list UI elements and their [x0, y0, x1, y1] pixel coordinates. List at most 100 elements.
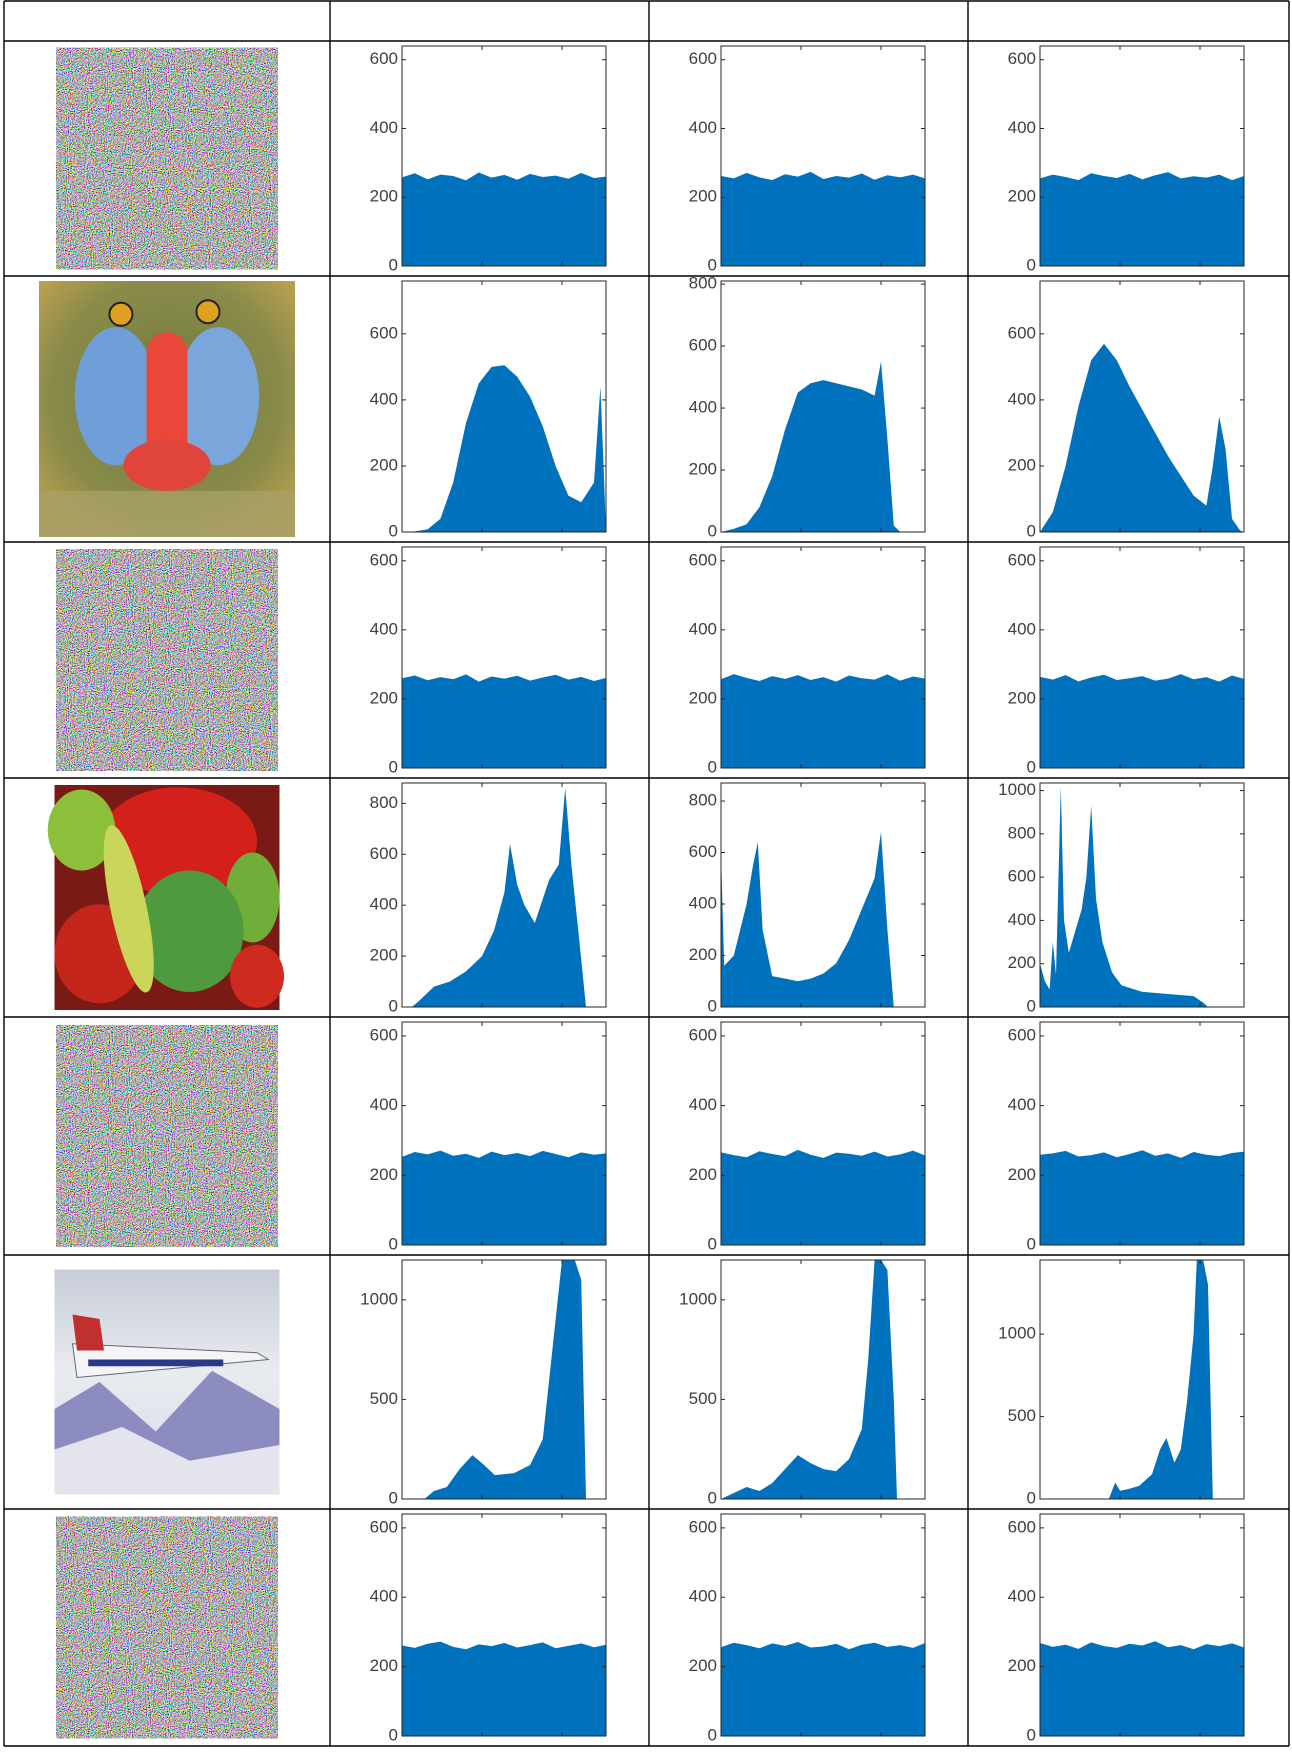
- y-tick-label: 400: [1008, 118, 1036, 137]
- histogram-area: [721, 361, 925, 532]
- pepper: [103, 825, 154, 993]
- histogram: 0 200 400 600: [370, 546, 607, 776]
- y-tick-label: 500: [1008, 1406, 1036, 1425]
- histogram-area: [402, 365, 606, 532]
- y-tick-label: 400: [370, 118, 398, 137]
- y-tick-label: 600: [370, 1517, 398, 1536]
- y-tick-label: 200: [689, 945, 717, 964]
- y-tick-label: 600: [370, 323, 398, 342]
- y-tick-label: 600: [1008, 1517, 1036, 1536]
- axes-box: [401, 45, 607, 267]
- y-tick-label: 200: [370, 688, 398, 707]
- axes-box: [720, 1021, 926, 1246]
- y-tick-label: 600: [1008, 49, 1036, 68]
- y-tick-label: 0: [389, 1488, 398, 1507]
- y-tick-label: 200: [1008, 688, 1036, 707]
- histogram: 0 200 400 600: [370, 45, 607, 274]
- pepper: [47, 789, 116, 871]
- axes-box: [1039, 1021, 1245, 1246]
- y-tick-label: 0: [389, 996, 398, 1015]
- y-tick-label: 0: [708, 996, 717, 1015]
- y-tick-label: 0: [1027, 757, 1036, 776]
- histogram: 0 200 400 600: [1008, 1513, 1245, 1744]
- pepper: [135, 870, 244, 992]
- noise-image: [56, 1025, 278, 1247]
- axes-box: [720, 1513, 926, 1737]
- noise-image: [56, 1516, 278, 1739]
- y-tick-label: 400: [689, 398, 717, 417]
- histogram: 0 200 400 600: [370, 280, 607, 540]
- histogram-area: [1040, 1150, 1244, 1245]
- y-tick-label: 0: [1027, 1725, 1036, 1744]
- y-tick-label: 200: [370, 1165, 398, 1184]
- histogram-area: [402, 674, 606, 768]
- cheek: [74, 327, 157, 466]
- axes-box: [720, 1259, 926, 1500]
- noise-pixels: [56, 47, 278, 270]
- histogram: 0 500 1000: [679, 1259, 926, 1507]
- plane-stripe: [88, 1359, 224, 1367]
- y-tick-label: 200: [370, 1656, 398, 1675]
- beard: [39, 490, 295, 537]
- y-tick-label: 400: [370, 1587, 398, 1606]
- y-tick-label: 600: [370, 844, 398, 863]
- histogram-area: [402, 1641, 606, 1736]
- histogram-area: [1040, 786, 1244, 1007]
- y-tick-label: 400: [689, 893, 717, 912]
- histogram-area: [721, 1641, 925, 1736]
- noise-image: [56, 47, 278, 270]
- pepper: [99, 787, 257, 896]
- noise-image: [56, 549, 278, 771]
- axes-box: [401, 782, 607, 1008]
- noise-pixels: [56, 1516, 278, 1739]
- y-tick-label: 400: [689, 1587, 717, 1606]
- axes-box: [1039, 546, 1245, 769]
- y-tick-label: 0: [389, 255, 398, 274]
- y-tick-label: 200: [1008, 1656, 1036, 1675]
- y-tick-label: 400: [1008, 910, 1036, 929]
- y-tick-label: 800: [689, 274, 717, 293]
- histogram: 0 200 400 600 800: [370, 782, 607, 1015]
- y-tick-label: 400: [370, 389, 398, 408]
- muzzle: [123, 439, 211, 491]
- histogram: 0 200 400 600: [689, 45, 926, 274]
- y-tick-label: 0: [708, 1725, 717, 1744]
- axes-box: [1039, 45, 1245, 267]
- y-tick-label: 800: [370, 793, 398, 812]
- axes-box: [401, 1513, 607, 1737]
- y-tick-label: 400: [1008, 389, 1036, 408]
- y-tick-label: 0: [389, 1234, 398, 1253]
- histogram-area: [721, 1149, 925, 1245]
- plane-tail: [72, 1314, 104, 1351]
- histogram-area: [721, 831, 925, 1007]
- histogram: 0 200 400 600: [370, 1021, 607, 1253]
- y-tick-label: 200: [1008, 455, 1036, 474]
- histogram: 0 200 400 600: [1008, 546, 1245, 776]
- axes-box: [720, 782, 926, 1008]
- axes-box: [720, 546, 926, 769]
- histogram: 0 200 400 600: [1008, 280, 1245, 540]
- baboon-image: [39, 281, 295, 537]
- peppers-image: [47, 785, 284, 1010]
- y-tick-label: 600: [689, 49, 717, 68]
- y-tick-label: 600: [1008, 550, 1036, 569]
- y-tick-label: 500: [689, 1389, 717, 1408]
- y-tick-label: 600: [370, 1025, 398, 1044]
- y-tick-label: 800: [689, 791, 717, 810]
- histogram-area: [721, 674, 925, 768]
- axes-box: [1039, 1259, 1245, 1500]
- y-tick-label: 0: [389, 757, 398, 776]
- histogram-area: [1040, 1641, 1244, 1736]
- y-tick-label: 500: [370, 1389, 398, 1408]
- y-tick-label: 400: [689, 118, 717, 137]
- histogram: 0 200 400 600: [370, 1513, 607, 1744]
- y-tick-label: 600: [370, 550, 398, 569]
- y-tick-label: 200: [370, 455, 398, 474]
- y-tick-label: 600: [689, 842, 717, 861]
- histogram-area: [402, 172, 606, 266]
- nose: [146, 332, 188, 461]
- axes-box: [720, 280, 926, 533]
- y-tick-label: 400: [689, 1095, 717, 1114]
